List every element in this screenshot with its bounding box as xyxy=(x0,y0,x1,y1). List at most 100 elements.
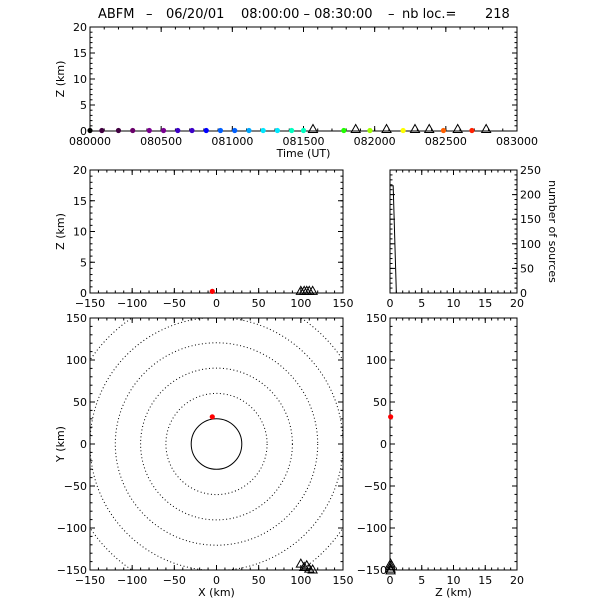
triangle-marker xyxy=(307,123,319,133)
x-tick-label: −50 xyxy=(163,574,186,587)
x-tick-label: 080000 xyxy=(69,135,111,148)
source-point xyxy=(440,127,447,134)
y-tick-label: −150 xyxy=(57,564,87,577)
x-axis-label: Time (UT) xyxy=(276,147,331,160)
triangle-marker xyxy=(385,560,396,571)
triangle-marker xyxy=(307,563,318,574)
y-tick-label: −50 xyxy=(64,480,87,493)
triangle-marker xyxy=(385,564,396,575)
title-separator: – xyxy=(388,7,395,22)
height-y-panel: 0 5 10 15 20 −150 −100 −50 0 50 100 150 Z (km) xyxy=(357,312,524,599)
source-point xyxy=(246,127,252,134)
x-tick-label: 100 xyxy=(290,297,311,310)
x-tick-label: 0 xyxy=(213,574,220,587)
y-tick-label: 20 xyxy=(73,21,87,34)
y-tick-label: 0 xyxy=(80,125,87,138)
triangle-marker xyxy=(381,123,392,133)
triangle-marker xyxy=(480,123,492,133)
source-point xyxy=(160,127,167,134)
source-point xyxy=(130,127,136,134)
x-tick-label: 082500 xyxy=(425,135,467,148)
plot-frame xyxy=(89,26,518,132)
x-tick-label: 100 xyxy=(290,574,311,587)
range-ring xyxy=(90,318,343,570)
source-point xyxy=(175,127,181,134)
y-tick-label: −100 xyxy=(57,522,87,535)
triangle-marker xyxy=(295,558,307,568)
title-date: 06/20/01 xyxy=(166,7,224,22)
y-axis-label: number of sources xyxy=(546,180,559,283)
source-point xyxy=(87,127,93,134)
x-tick-label: −50 xyxy=(163,297,186,310)
source-point xyxy=(367,127,373,134)
triangle-marker xyxy=(452,123,464,133)
triangle-marker xyxy=(409,123,421,133)
range-ring xyxy=(114,342,319,546)
plot-frame xyxy=(389,317,518,571)
y-tick-label: 150 xyxy=(520,213,541,226)
x-tick-label: 081000 xyxy=(211,135,253,148)
x-tick-label: 15 xyxy=(478,297,492,310)
source-point xyxy=(217,127,224,134)
x-tick-label: 50 xyxy=(252,297,266,310)
source-point xyxy=(146,127,152,134)
triangle-marker xyxy=(298,561,310,571)
x-tick-label: 081500 xyxy=(283,135,325,148)
triangle-marker xyxy=(303,563,315,573)
source-point xyxy=(300,127,307,134)
y-tick-label: 5 xyxy=(80,256,87,269)
title-time-range: 08:00:00 – 08:30:00 xyxy=(241,7,373,22)
y-tick-label: 10 xyxy=(73,73,87,86)
x-tick-label: −150 xyxy=(75,574,105,587)
y-tick-label: 100 xyxy=(520,238,541,251)
y-axis-label: Y (km) xyxy=(54,426,67,463)
range-ring xyxy=(165,392,268,496)
plan-view-panel: −150 −100 −50 0 50 100 150 −150 −100 −50 0 50 100 150… xyxy=(54,312,354,599)
source-point xyxy=(209,288,215,294)
y-tick-label: 10 xyxy=(73,226,87,239)
histogram-line xyxy=(389,185,517,294)
title-separator: – xyxy=(146,7,153,22)
triangle-marker xyxy=(307,285,318,295)
y-tick-label: −100 xyxy=(357,522,387,535)
y-tick-label: 250 xyxy=(520,164,541,177)
triangle-marker xyxy=(385,558,396,568)
source-point xyxy=(209,414,215,420)
source-point xyxy=(289,127,295,134)
x-tick-label: 50 xyxy=(252,574,266,587)
source-point xyxy=(260,127,266,134)
y-tick-label: 5 xyxy=(80,99,87,112)
triangle-marker xyxy=(385,563,396,573)
x-tick-label: −100 xyxy=(117,297,147,310)
x-axis-label: X (km) xyxy=(198,586,235,599)
y-tick-label: 20 xyxy=(73,164,87,177)
x-tick-label: 080500 xyxy=(140,135,182,148)
time-height-panel: 080000 080500 081000 081500 082000 082500 0830… xyxy=(54,21,538,160)
x-tick-label: 0 xyxy=(387,297,394,310)
x-axis-label: Z (km) xyxy=(435,586,472,599)
y-tick-label: 0 xyxy=(80,438,87,451)
source-point xyxy=(232,127,238,134)
title-station: ABFM xyxy=(98,7,135,22)
source-point xyxy=(99,127,105,134)
title-nb-loc-label: nb loc.= xyxy=(402,7,456,22)
x-tick-label: 083000 xyxy=(496,135,538,148)
y-tick-label: 15 xyxy=(73,47,87,60)
y-tick-label: 100 xyxy=(366,354,387,367)
x-tick-label: 20 xyxy=(510,574,524,587)
y-tick-label: 200 xyxy=(520,189,541,202)
y-tick-label: −50 xyxy=(364,480,387,493)
source-point xyxy=(388,414,394,420)
x-tick-label: 150 xyxy=(333,297,354,310)
x-tick-label: 150 xyxy=(333,574,354,587)
x-tick-label: 5 xyxy=(418,297,425,310)
range-ring xyxy=(140,367,293,521)
source-point xyxy=(400,127,406,134)
y-tick-label: 0 xyxy=(380,438,387,451)
x-tick-label: 0 xyxy=(387,574,394,587)
source-point xyxy=(274,127,281,134)
range-ring xyxy=(90,318,343,570)
triangle-marker xyxy=(350,123,362,133)
